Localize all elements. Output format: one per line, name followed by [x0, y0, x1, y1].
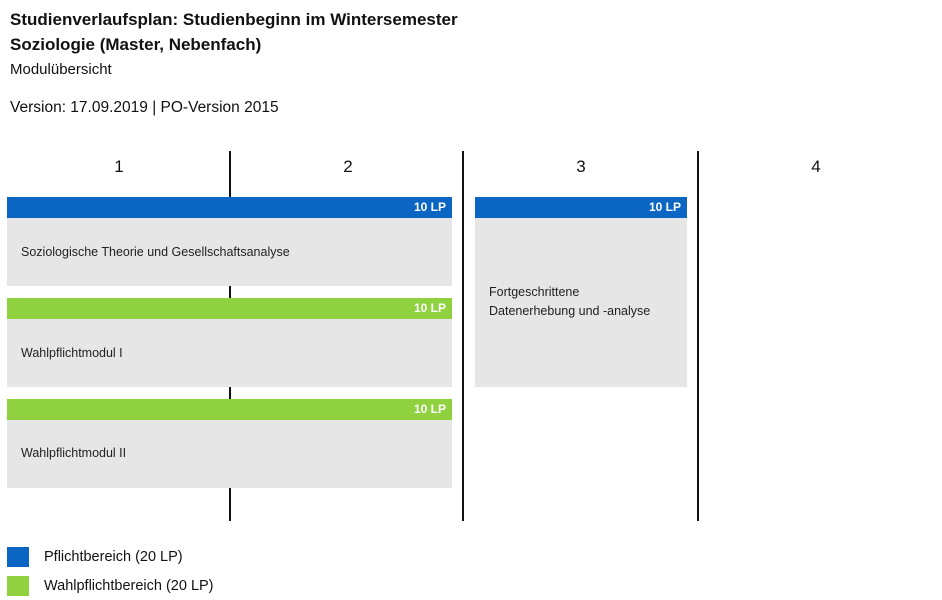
module-name: Fortgeschrittene Datenerhebung und -anal… [489, 285, 651, 318]
page-subtitle: Modulübersicht [10, 61, 112, 78]
legend-pflicht-label: Pflichtbereich (20 LP) [44, 549, 183, 565]
semester-4-label: 4 [811, 157, 821, 176]
page-title: Studienverlaufsplan: Studienbeginn im Wi… [10, 10, 458, 29]
module-wahlpflichtmodul-2[interactable]: 10 LP Wahlpflichtmodul II [7, 399, 452, 488]
semester-divider-2-3 [462, 151, 464, 521]
semester-3-label: 3 [576, 157, 586, 176]
credits-label: 10 LP [413, 402, 446, 416]
credits-label: 10 LP [648, 200, 681, 214]
module-name: Wahlpflichtmodul II [21, 446, 127, 460]
credits-label: 10 LP [413, 301, 446, 315]
module-fortgeschrittene-datenerhebung[interactable]: 10 LP Fortgeschrittene Datenerhebung und… [475, 197, 687, 387]
credits-bar: 10 LP [7, 399, 452, 420]
credits-bar: 10 LP [7, 197, 452, 218]
credits-label: 10 LP [413, 200, 446, 214]
module-name: Soziologische Theorie und Gesellschaftsa… [21, 245, 290, 259]
version-info: Version: 17.09.2019 | PO-Version 2015 [10, 99, 279, 116]
semester-1-label: 1 [114, 157, 124, 176]
credits-bar: 10 LP [7, 298, 452, 319]
program-title: Soziologie (Master, Nebenfach) [10, 35, 262, 54]
legend-pflicht-swatch [7, 547, 29, 567]
semester-divider-3-4 [697, 151, 699, 521]
module-soziologische-theorie[interactable]: 10 LP Soziologische Theorie und Gesellsc… [7, 197, 452, 286]
semester-2-label: 2 [343, 157, 353, 176]
legend-wahlpflicht-label: Wahlpflichtbereich (20 LP) [44, 578, 214, 594]
module-wahlpflichtmodul-1[interactable]: 10 LP Wahlpflichtmodul I [7, 298, 452, 387]
module-name: Wahlpflichtmodul I [21, 346, 123, 360]
credits-bar: 10 LP [475, 197, 687, 218]
legend-wahlpflicht-swatch [7, 576, 29, 596]
